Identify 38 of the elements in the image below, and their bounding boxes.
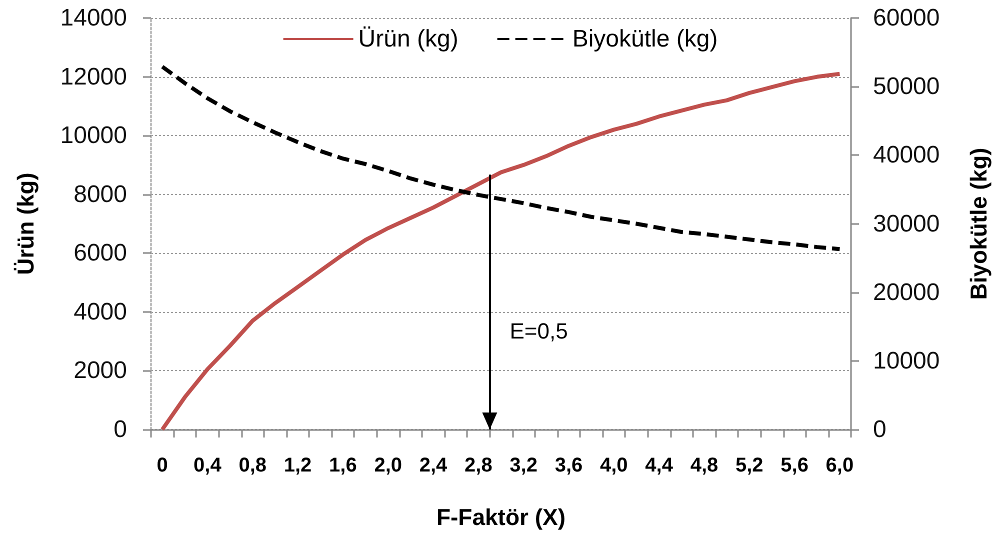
y-tick-label: 6000 — [74, 240, 127, 267]
y-tick-label: 14000 — [60, 4, 127, 32]
y2-tick-label: 10000 — [873, 347, 940, 374]
y2-tick-label: 50000 — [873, 73, 940, 100]
annotation: E=0,5 — [510, 318, 568, 344]
y-tick-label: 2000 — [74, 357, 127, 384]
y-tick-label: 4000 — [74, 298, 127, 326]
legend-label: Biyokütle (kg) — [572, 26, 718, 52]
x-tick-label: 2,0 — [374, 454, 402, 476]
y2-tick-label: 60000 — [873, 4, 940, 32]
x-tick-label: 6,0 — [826, 454, 854, 476]
x-tick-label: 5,6 — [780, 454, 808, 476]
y-tick-label: 0 — [114, 416, 127, 443]
x-tick-label: 3,6 — [554, 454, 583, 476]
x-tick-label: 4,4 — [645, 454, 674, 476]
y2-axis-title: Biyokütle (kg) — [966, 148, 992, 300]
x-tick-label: 0 — [156, 454, 168, 476]
x-tick-label: 3,2 — [510, 454, 538, 476]
x-tick-label: 1,6 — [329, 454, 357, 476]
y2-tick-label: 0 — [873, 416, 886, 443]
y-tick-label: 10000 — [60, 122, 127, 150]
x-tick-label: 2,4 — [419, 454, 448, 476]
y2-tick-label: 30000 — [873, 210, 940, 238]
x-tick-label: 2,8 — [464, 454, 492, 476]
x-tick-label: 5,2 — [735, 454, 764, 476]
line-series — [160, 72, 842, 432]
y-tick-label: 8000 — [74, 180, 127, 208]
x-tick-label: 0,4 — [194, 454, 222, 476]
y-axis-title: Ürün (kg) — [12, 172, 38, 275]
y-tick-label: 12000 — [60, 63, 127, 90]
x-tick-label: 0,8 — [238, 454, 267, 476]
x-axis-title: F-Faktör (X) — [436, 504, 566, 530]
x-tick-label: 1,2 — [284, 454, 312, 476]
y2-tick-label: 40000 — [873, 142, 940, 169]
x-tick-label: 4,8 — [690, 454, 718, 476]
x-tick-label: 4,0 — [600, 454, 628, 476]
y2-tick-label: 20000 — [873, 278, 940, 306]
legend-label: Ürün (kg) — [358, 26, 458, 52]
